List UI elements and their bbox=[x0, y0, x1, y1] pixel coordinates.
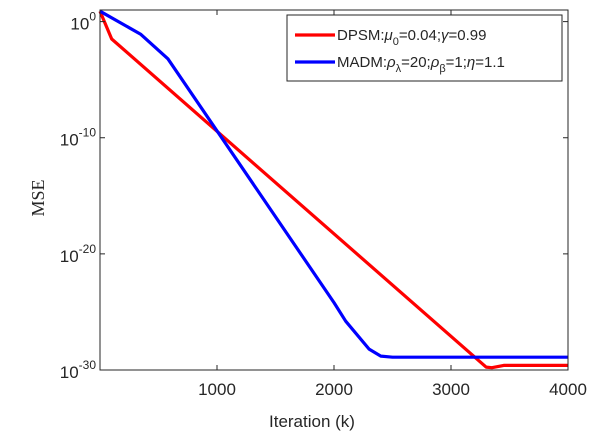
legend-box bbox=[286, 14, 563, 82]
y-tick-label-1: 10-10 bbox=[60, 126, 97, 150]
x-tick-label-2: 3000 bbox=[432, 380, 470, 399]
x-axis-label: Iteration (k) bbox=[269, 412, 355, 431]
x-tick-label-1: 2000 bbox=[315, 380, 353, 399]
x-tick-label-0: 1000 bbox=[198, 380, 236, 399]
ticks-layer: 1000 2000 3000 4000 100 10-10 10-20 10-30 bbox=[60, 10, 587, 399]
x-tick-label-3: 4000 bbox=[549, 380, 587, 399]
series-layer bbox=[98, 9, 568, 370]
legend-label-1: MADM:ρλ=20;ρβ=1;η=1.1 bbox=[337, 54, 505, 75]
legend: DPSM:μ0=0.04;γ=0.99 MADM:ρλ=20;ρβ=1;η=1.1 bbox=[286, 14, 563, 82]
y-axis-label: MSE bbox=[28, 179, 48, 216]
y-tick-label-3: 10-30 bbox=[60, 358, 97, 382]
y-tick-label-2: 10-20 bbox=[60, 242, 97, 266]
y-tick-label-0: 100 bbox=[70, 10, 96, 34]
legend-label-0: DPSM:μ0=0.04;γ=0.99 bbox=[337, 27, 486, 48]
series-line-1 bbox=[99, 9, 568, 359]
series-line-0 bbox=[98, 10, 568, 370]
